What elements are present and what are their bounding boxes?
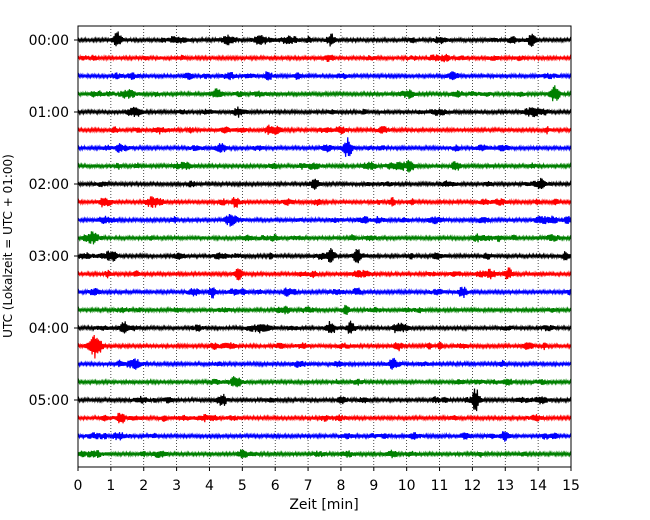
- trace-row: [77, 137, 572, 157]
- trace-row: [77, 196, 572, 208]
- x-tick-label: 14: [529, 478, 547, 494]
- trace-row: [77, 248, 572, 264]
- trace-row: [77, 177, 572, 190]
- x-tick-label: 13: [496, 478, 514, 494]
- trace-row: [77, 85, 572, 102]
- y-tick-label: 00:00: [29, 33, 69, 49]
- trace-row: [77, 449, 572, 459]
- x-tick-label: 0: [74, 478, 83, 494]
- x-axis: 0 1 2 3 4 5 6 7 8 9 10 11 12 13 14 15: [74, 467, 580, 494]
- trace-row: [77, 231, 572, 245]
- y-axis: 00:00 01:00 02:00 03:00 04:00 05:00: [29, 33, 78, 409]
- y-axis-label: UTC (Lokalzeit = UTC + 01:00): [1, 154, 15, 338]
- trace-row: [77, 388, 572, 412]
- trace-row: [77, 53, 572, 63]
- trace-row: [77, 31, 572, 47]
- trace-row: [77, 286, 572, 299]
- x-tick-label: 4: [205, 478, 214, 494]
- x-tick-label: 15: [562, 478, 580, 494]
- y-tick-label: 05:00: [29, 393, 69, 409]
- x-tick-label: 12: [463, 478, 481, 494]
- trace-row: [77, 106, 572, 118]
- y-tick-label: 02:00: [29, 177, 69, 193]
- x-tick-label: 11: [431, 478, 449, 494]
- y-tick-label: 04:00: [29, 321, 69, 337]
- trace-row: [77, 159, 572, 173]
- x-tick-label: 1: [106, 478, 115, 494]
- x-axis-label: Zeit [min]: [289, 497, 358, 513]
- trace-row: [77, 267, 572, 281]
- trace-row: [77, 71, 572, 81]
- x-tick-label: 7: [304, 478, 313, 494]
- trace-row: [77, 412, 572, 424]
- trace-row: [77, 213, 572, 227]
- trace-row: [77, 357, 572, 370]
- y-tick-label: 01:00: [29, 105, 69, 121]
- trace-row: [77, 124, 572, 136]
- x-tick-label: 3: [172, 478, 181, 494]
- y-tick-label: 03:00: [29, 249, 69, 265]
- x-tick-label: 10: [398, 478, 416, 494]
- x-tick-label: 2: [139, 478, 148, 494]
- trace-row: [77, 431, 572, 442]
- x-tick-label: 9: [369, 478, 378, 494]
- traces: [77, 31, 572, 459]
- x-tick-label: 8: [336, 478, 345, 494]
- plot-frame: [77, 25, 572, 468]
- trace-row: [77, 320, 572, 334]
- trace-row: [77, 304, 572, 315]
- trace-row: [77, 334, 572, 359]
- trace-row: [77, 376, 572, 388]
- x-tick-label: 6: [271, 478, 280, 494]
- x-tick-label: 5: [238, 478, 247, 494]
